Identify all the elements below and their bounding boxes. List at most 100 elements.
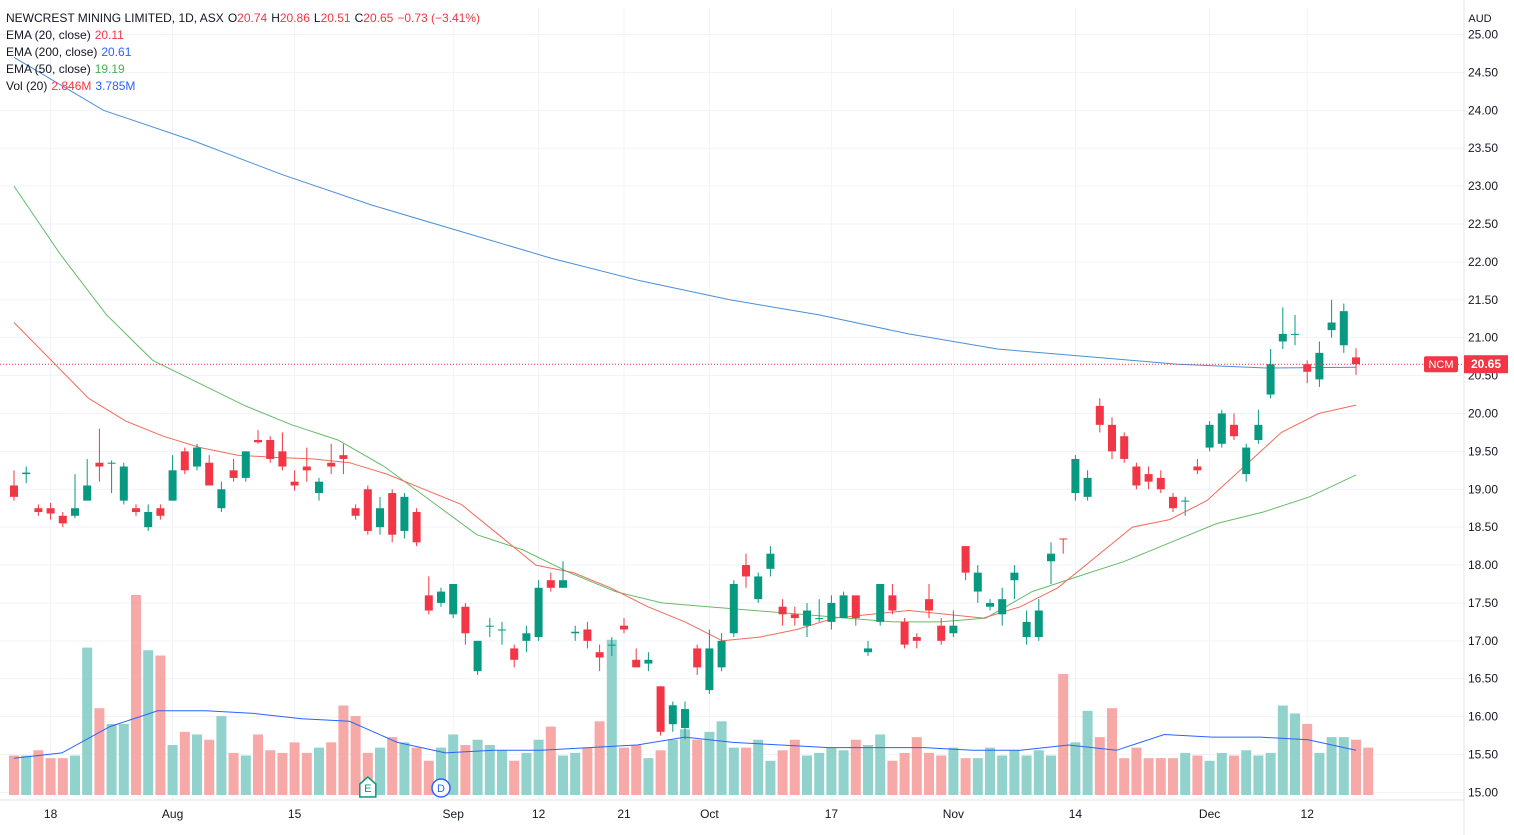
candle[interactable] xyxy=(83,458,92,501)
candle[interactable] xyxy=(510,644,519,668)
candle[interactable] xyxy=(46,502,55,520)
candle[interactable] xyxy=(1303,360,1312,384)
candle[interactable] xyxy=(1144,466,1153,490)
candle[interactable] xyxy=(34,504,43,516)
candle[interactable] xyxy=(1315,341,1324,387)
candle[interactable] xyxy=(925,584,933,619)
candle[interactable] xyxy=(998,587,1007,626)
candle[interactable] xyxy=(1083,470,1092,501)
candle[interactable] xyxy=(1193,458,1202,475)
candle[interactable] xyxy=(449,584,458,619)
dividend-marker[interactable]: D xyxy=(431,778,451,798)
candle[interactable] xyxy=(1010,565,1019,600)
candle[interactable] xyxy=(1071,455,1080,501)
ema20-row[interactable]: EMA (20, close) 20.11 xyxy=(6,27,484,44)
candle[interactable] xyxy=(498,621,506,645)
candle[interactable] xyxy=(1181,496,1190,516)
candle[interactable] xyxy=(717,633,726,672)
candle[interactable] xyxy=(266,436,275,463)
candle[interactable] xyxy=(144,504,153,531)
candle[interactable] xyxy=(132,504,140,516)
candle[interactable] xyxy=(851,595,860,626)
candle[interactable] xyxy=(1242,443,1251,482)
candle[interactable] xyxy=(559,561,567,588)
candle[interactable] xyxy=(705,629,714,694)
candle[interactable] xyxy=(937,618,946,645)
candle[interactable] xyxy=(58,512,67,528)
candle[interactable] xyxy=(583,621,592,649)
candle[interactable] xyxy=(473,640,482,675)
candle[interactable] xyxy=(729,580,738,638)
candle[interactable] xyxy=(803,602,811,638)
candle[interactable] xyxy=(949,610,958,638)
candle[interactable] xyxy=(339,443,348,475)
candle[interactable] xyxy=(119,462,128,505)
candle[interactable] xyxy=(876,584,885,626)
candle[interactable] xyxy=(534,580,543,641)
candle[interactable] xyxy=(1352,348,1360,375)
candle[interactable] xyxy=(217,481,226,512)
candle[interactable] xyxy=(1047,542,1055,584)
candle[interactable] xyxy=(1169,493,1177,512)
candle[interactable] xyxy=(71,474,79,519)
candle[interactable] xyxy=(1156,470,1165,494)
vol-row[interactable]: Vol (20) 2.846M 3.785M xyxy=(6,78,484,95)
candle[interactable] xyxy=(864,640,872,656)
candle[interactable] xyxy=(193,443,201,471)
candle[interactable] xyxy=(900,618,909,649)
candle[interactable] xyxy=(1132,462,1141,490)
candle[interactable] xyxy=(168,455,177,501)
candle[interactable] xyxy=(10,470,18,501)
candle[interactable] xyxy=(815,599,824,622)
candle[interactable] xyxy=(1205,421,1214,452)
candle[interactable] xyxy=(1059,538,1068,554)
candle[interactable] xyxy=(742,553,750,588)
ema200-row[interactable]: EMA (200, close) 20.61 xyxy=(6,44,484,61)
candle[interactable] xyxy=(278,432,287,471)
candle[interactable] xyxy=(412,508,421,547)
candle[interactable] xyxy=(229,458,238,482)
candle[interactable] xyxy=(376,496,384,535)
candle[interactable] xyxy=(839,591,848,619)
candle[interactable] xyxy=(961,546,970,581)
candle[interactable] xyxy=(424,576,433,615)
candle[interactable] xyxy=(546,572,555,592)
candle[interactable] xyxy=(888,584,897,615)
candle[interactable] xyxy=(632,648,641,668)
candle[interactable] xyxy=(790,606,799,626)
candle[interactable] xyxy=(656,686,665,736)
candle[interactable] xyxy=(754,572,763,603)
candle[interactable] xyxy=(22,466,31,484)
candle[interactable] xyxy=(607,637,616,656)
candle[interactable] xyxy=(973,565,982,603)
candle[interactable] xyxy=(107,460,116,494)
candle[interactable] xyxy=(205,455,214,486)
candle[interactable] xyxy=(1022,610,1031,645)
candle[interactable] xyxy=(437,587,445,607)
earnings-marker[interactable]: E xyxy=(359,776,377,798)
ema50-row[interactable]: EMA (50, close) 19.19 xyxy=(6,61,484,78)
candle[interactable] xyxy=(620,618,628,634)
candle[interactable] xyxy=(571,625,580,641)
candle[interactable] xyxy=(1327,299,1336,338)
candle[interactable] xyxy=(644,652,653,672)
candle[interactable] xyxy=(302,447,311,482)
candle[interactable] xyxy=(254,430,262,444)
candle[interactable] xyxy=(1034,599,1043,641)
candle[interactable] xyxy=(1230,413,1238,440)
candle[interactable] xyxy=(1108,417,1116,459)
candle[interactable] xyxy=(241,451,250,482)
candle[interactable] xyxy=(1278,307,1287,350)
candle[interactable] xyxy=(1254,409,1263,444)
candle[interactable] xyxy=(400,493,409,539)
candle[interactable] xyxy=(95,428,104,482)
symbol-title[interactable]: NEWCREST MINING LIMITED, 1D, ASX xyxy=(6,11,224,25)
candle[interactable] xyxy=(1291,314,1299,346)
candle[interactable] xyxy=(363,485,372,535)
candle[interactable] xyxy=(986,599,994,611)
candle[interactable] xyxy=(595,644,604,672)
candle[interactable] xyxy=(778,599,787,626)
candle[interactable] xyxy=(827,595,836,630)
candle[interactable] xyxy=(290,470,299,491)
